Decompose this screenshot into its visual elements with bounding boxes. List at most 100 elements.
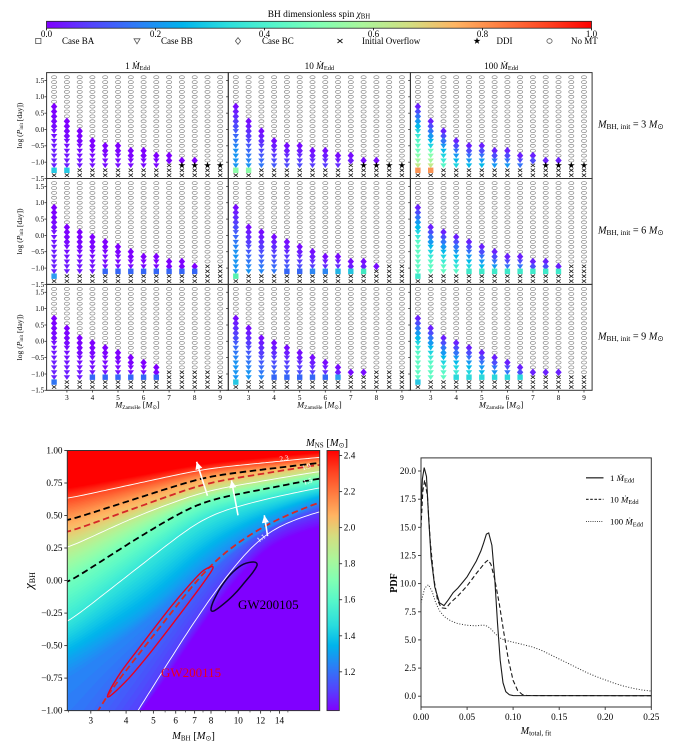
svg-text:6: 6 [324,394,328,402]
svg-text:7: 7 [167,394,171,402]
svg-text:2.3: 2.3 [279,454,290,464]
svg-text:MZamsHe [M⊙]: MZamsHe [M⊙] [478,401,524,411]
svg-text:10 ṀEdd: 10 ṀEdd [305,61,335,72]
svg-text:10 ṀEdd: 10 ṀEdd [610,495,639,507]
svg-text:4: 4 [454,394,458,402]
svg-text:3: 3 [89,716,94,726]
svg-text:−1.5: −1.5 [31,175,44,183]
svg-text:1.9: 1.9 [301,462,312,473]
svg-text:No MT: No MT [571,36,598,46]
svg-text:0.50: 0.50 [46,511,62,521]
svg-text:9: 9 [218,394,222,402]
svg-text:0.15: 0.15 [551,712,567,722]
svg-text:8: 8 [375,394,379,402]
svg-text:10.0: 10.0 [400,579,416,589]
svg-text:1 ṀEdd: 1 ṀEdd [125,61,151,72]
svg-text:1.5: 1.5 [302,476,314,487]
svg-text:−1.0: −1.0 [31,159,44,167]
svg-text:100 ṀEdd: 100 ṀEdd [610,517,644,529]
svg-text:6: 6 [173,716,178,726]
svg-text:Initial Overflow: Initial Overflow [362,36,421,46]
svg-text:2.5: 2.5 [405,663,417,673]
svg-text:−0.5: −0.5 [31,248,44,256]
svg-text:5.0: 5.0 [405,635,417,645]
svg-text:0.10: 0.10 [505,712,521,722]
svg-text:−0.25: −0.25 [41,608,63,618]
svg-text:−0.5: −0.5 [31,354,44,362]
svg-text:0.0: 0.0 [405,691,417,701]
svg-text:0.0: 0.0 [35,338,44,346]
svg-text:4: 4 [272,394,276,402]
svg-text:5: 5 [298,394,302,402]
svg-text:0.5: 0.5 [35,216,44,224]
svg-text:χBH: χBH [21,572,37,591]
svg-text:9: 9 [400,394,404,402]
svg-text:Case BB: Case BB [161,36,193,46]
svg-text:6: 6 [506,394,510,402]
svg-text:MBH, init = 9 M⊙: MBH, init = 9 M⊙ [597,331,664,343]
svg-text:4: 4 [91,394,95,402]
svg-text:1 ṀEdd: 1 ṀEdd [610,473,635,485]
svg-text:5: 5 [151,716,156,726]
svg-text:0.75: 0.75 [46,478,62,488]
svg-text:100 ṀEdd: 100 ṀEdd [484,61,519,72]
svg-text:−1.00: −1.00 [41,706,63,716]
svg-text:−1.0: −1.0 [31,265,44,273]
svg-text:1.0: 1.0 [35,199,44,207]
svg-text:Mtotal, fit: Mtotal, fit [520,726,552,738]
svg-text:MZamsHe [M⊙]: MZamsHe [M⊙] [296,401,342,411]
svg-text:9: 9 [582,394,586,402]
svg-text:0.6: 0.6 [368,29,380,39]
svg-text:1.1: 1.1 [255,532,267,544]
svg-text:6: 6 [142,394,146,402]
svg-text:1.00: 1.00 [46,446,62,456]
svg-text:BH dimensionless spin χBH: BH dimensionless spin χBH [268,10,370,21]
svg-text:PDF: PDF [389,573,400,592]
svg-text:0.0: 0.0 [41,29,53,39]
svg-text:0.0: 0.0 [35,232,44,240]
svg-text:−1.0: −1.0 [31,370,44,378]
svg-text:12: 12 [256,716,266,726]
svg-text:3: 3 [429,394,433,402]
svg-text:1.5: 1.5 [35,77,44,85]
svg-text:7: 7 [192,716,197,726]
svg-text:0.5: 0.5 [35,321,44,329]
svg-text:7: 7 [349,394,353,402]
svg-text:0.8: 0.8 [477,29,489,39]
svg-text:7.5: 7.5 [405,607,417,617]
svg-text:0.25: 0.25 [643,712,659,722]
svg-text:MNS [M⊙]: MNS [M⊙] [305,438,348,450]
svg-text:8: 8 [557,394,561,402]
svg-text:3: 3 [65,394,69,402]
svg-text:0.20: 0.20 [597,712,613,722]
svg-text:GW200105: GW200105 [238,597,299,612]
svg-text:Case BA: Case BA [62,36,95,46]
svg-text:0.0: 0.0 [35,126,44,134]
svg-text:1.4: 1.4 [344,631,356,641]
svg-text:1.0: 1.0 [35,93,44,101]
svg-text:12.5: 12.5 [400,551,416,561]
svg-text:0.2: 0.2 [150,29,161,39]
svg-text:17.5: 17.5 [400,494,416,504]
svg-text:1.0: 1.0 [586,29,598,39]
svg-text:log (Pinit [day]): log (Pinit [day]) [15,208,25,254]
svg-text:5: 5 [480,394,484,402]
svg-text:0.00: 0.00 [413,712,429,722]
svg-text:1.0: 1.0 [35,305,44,313]
svg-text:8: 8 [209,716,214,726]
svg-text:2.0: 2.0 [344,523,356,533]
svg-text:2.4: 2.4 [344,451,356,461]
svg-text:MBH, init = 6 M⊙: MBH, init = 6 M⊙ [597,225,664,237]
svg-text:MZamsHe [M⊙]: MZamsHe [M⊙] [114,401,160,411]
svg-text:log (Pinit [day]): log (Pinit [day]) [15,314,25,360]
svg-text:0.05: 0.05 [459,712,475,722]
svg-text:MBH, init = 3 M⊙: MBH, init = 3 M⊙ [597,120,664,132]
svg-text:15.0: 15.0 [400,522,416,532]
svg-text:0.5: 0.5 [35,110,44,118]
svg-text:3: 3 [247,394,251,402]
svg-text:20.0: 20.0 [400,466,416,476]
svg-text:10: 10 [234,716,244,726]
svg-text:−1.5: −1.5 [31,387,44,395]
svg-text:−0.50: −0.50 [41,641,63,651]
svg-text:Case BC: Case BC [262,36,294,46]
